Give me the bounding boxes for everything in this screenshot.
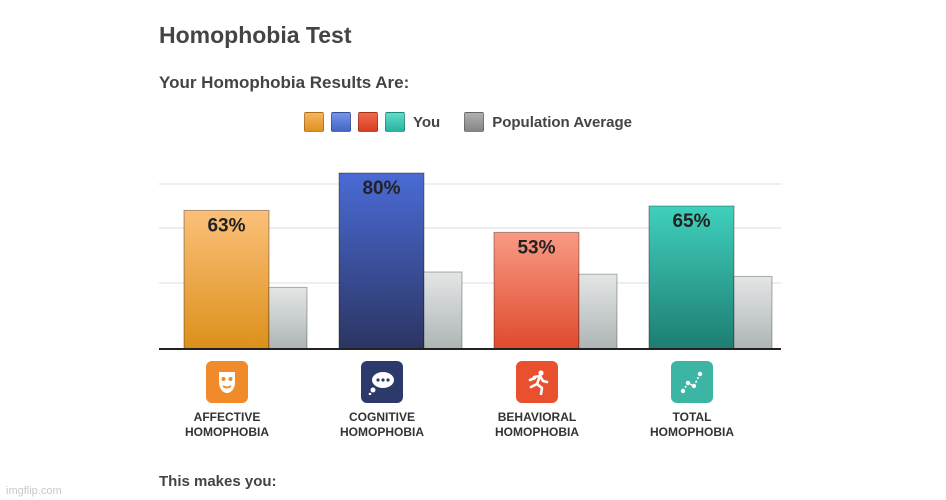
watermark: imgflip.com [6,485,62,497]
bar-average [578,273,618,350]
category-label-line1: COGNITIVE [348,410,415,424]
category-label-line1: TOTAL [672,410,712,424]
legend-swatch-orange [304,112,324,132]
scatter-plot-icon [671,361,713,403]
result-footer: This makes you: [159,473,277,490]
category-label-line2: HOMOPHOBIA [340,425,424,439]
category-label-line2: HOMOPHOBIA [185,425,269,439]
bar-value-label: 53% [517,237,555,258]
bar-value-label: 63% [207,215,245,236]
category-label-total: TOTAL HOMOPHOBIA [622,410,762,440]
bar-you [493,231,580,350]
legend-swatch-gray [464,112,485,132]
bar-average [423,271,463,350]
bar-chart: 63% 80% 53% 65% [159,172,781,350]
theater-mask-icon [206,361,248,403]
category-label-cognitive: COGNITIVE HOMOPHOBIA [312,410,452,440]
running-person-icon [516,361,558,403]
category-label-affective: AFFECTIVE HOMOPHOBIA [157,410,297,440]
category-label-line1: BEHAVIORAL [497,410,577,424]
bar-you [338,172,425,350]
chart-legend: You Population Average [304,111,656,133]
legend-swatch-red [358,112,378,132]
thought-bubble-icon [361,361,403,403]
legend-swatch-teal [385,112,405,132]
legend-average-label: Population Average [492,113,632,131]
category-label-line1: AFFECTIVE [193,410,261,424]
legend-you-label: You [413,113,441,131]
results-subtitle: Your Homophobia Results Are: [159,73,410,92]
bar-average [268,286,308,350]
legend-swatch-blue [331,112,351,132]
category-label-behavioral: BEHAVIORAL HOMOPHOBIA [467,410,607,440]
page-title: Homophobia Test [159,22,352,48]
bar-average [733,275,773,350]
bar-value-label: 65% [672,211,710,232]
bar-value-label: 80% [362,178,400,199]
category-label-line2: HOMOPHOBIA [495,425,579,439]
category-label-line2: HOMOPHOBIA [650,425,734,439]
